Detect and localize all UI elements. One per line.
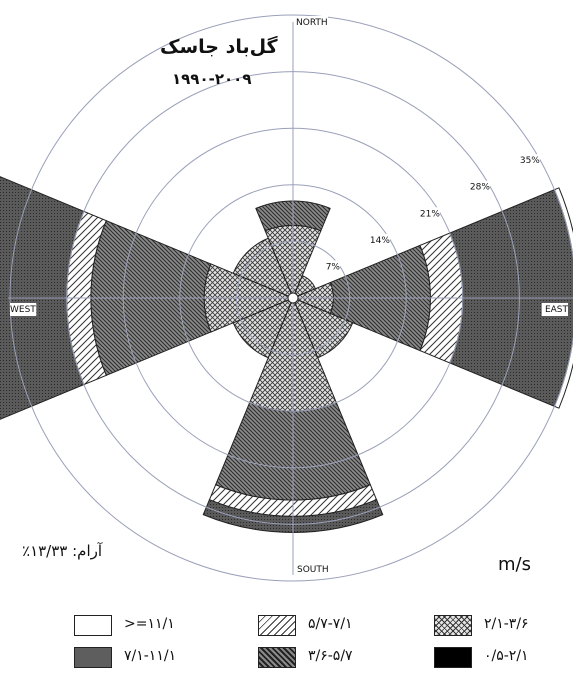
- calm-center: [287, 292, 299, 304]
- sector-nw-band-1: [232, 237, 294, 299]
- direction-label-south: SOUTH: [297, 565, 329, 575]
- legend-swatch-slash: [258, 615, 296, 636]
- legend-label: ۷/۱-۱۱/۱: [124, 648, 177, 664]
- legend-label: ۳/۶-۵/۷: [308, 648, 353, 664]
- legend-swatch-solid-black: [434, 647, 472, 668]
- direction-label-east: EAST: [545, 305, 569, 315]
- legend-label: ۲/۱-۳/۶: [484, 616, 529, 632]
- speed-units: m/s: [498, 554, 531, 575]
- legend-swatch-backslash: [258, 647, 296, 668]
- radial-tick-label-28: 28%: [470, 183, 490, 193]
- chart-title: گل‌باد جاسک: [160, 36, 278, 58]
- radial-tick-label-21: 21%: [420, 209, 440, 219]
- sector-nw: [232, 237, 294, 299]
- wind-rose-chart: NORTH SOUTH WEST EAST 7% 14% 21% 28% 35%: [0, 14, 573, 582]
- legend-label: ۵/۷-۷/۱: [308, 616, 353, 632]
- direction-label-north: NORTH: [296, 18, 328, 28]
- legend-label: ۰/۵-۲/۱: [484, 648, 529, 664]
- legend-label: >=۱۱/۱: [124, 616, 175, 632]
- radial-tick-label-14: 14%: [370, 236, 390, 246]
- radial-tick-label-7: 7%: [326, 262, 341, 272]
- legend-swatch-crosshatch: [434, 615, 472, 636]
- radial-tick-label-35: 35%: [520, 156, 540, 166]
- chart-period: ۱۹۹۰-۲۰۰۹: [172, 70, 252, 88]
- direction-label-west: WEST: [10, 305, 36, 315]
- calm-percentage: آرام: ۱۳/۳۳٪: [22, 542, 103, 560]
- legend-swatch-dots: [74, 647, 112, 668]
- legend-swatch-empty: [74, 615, 112, 636]
